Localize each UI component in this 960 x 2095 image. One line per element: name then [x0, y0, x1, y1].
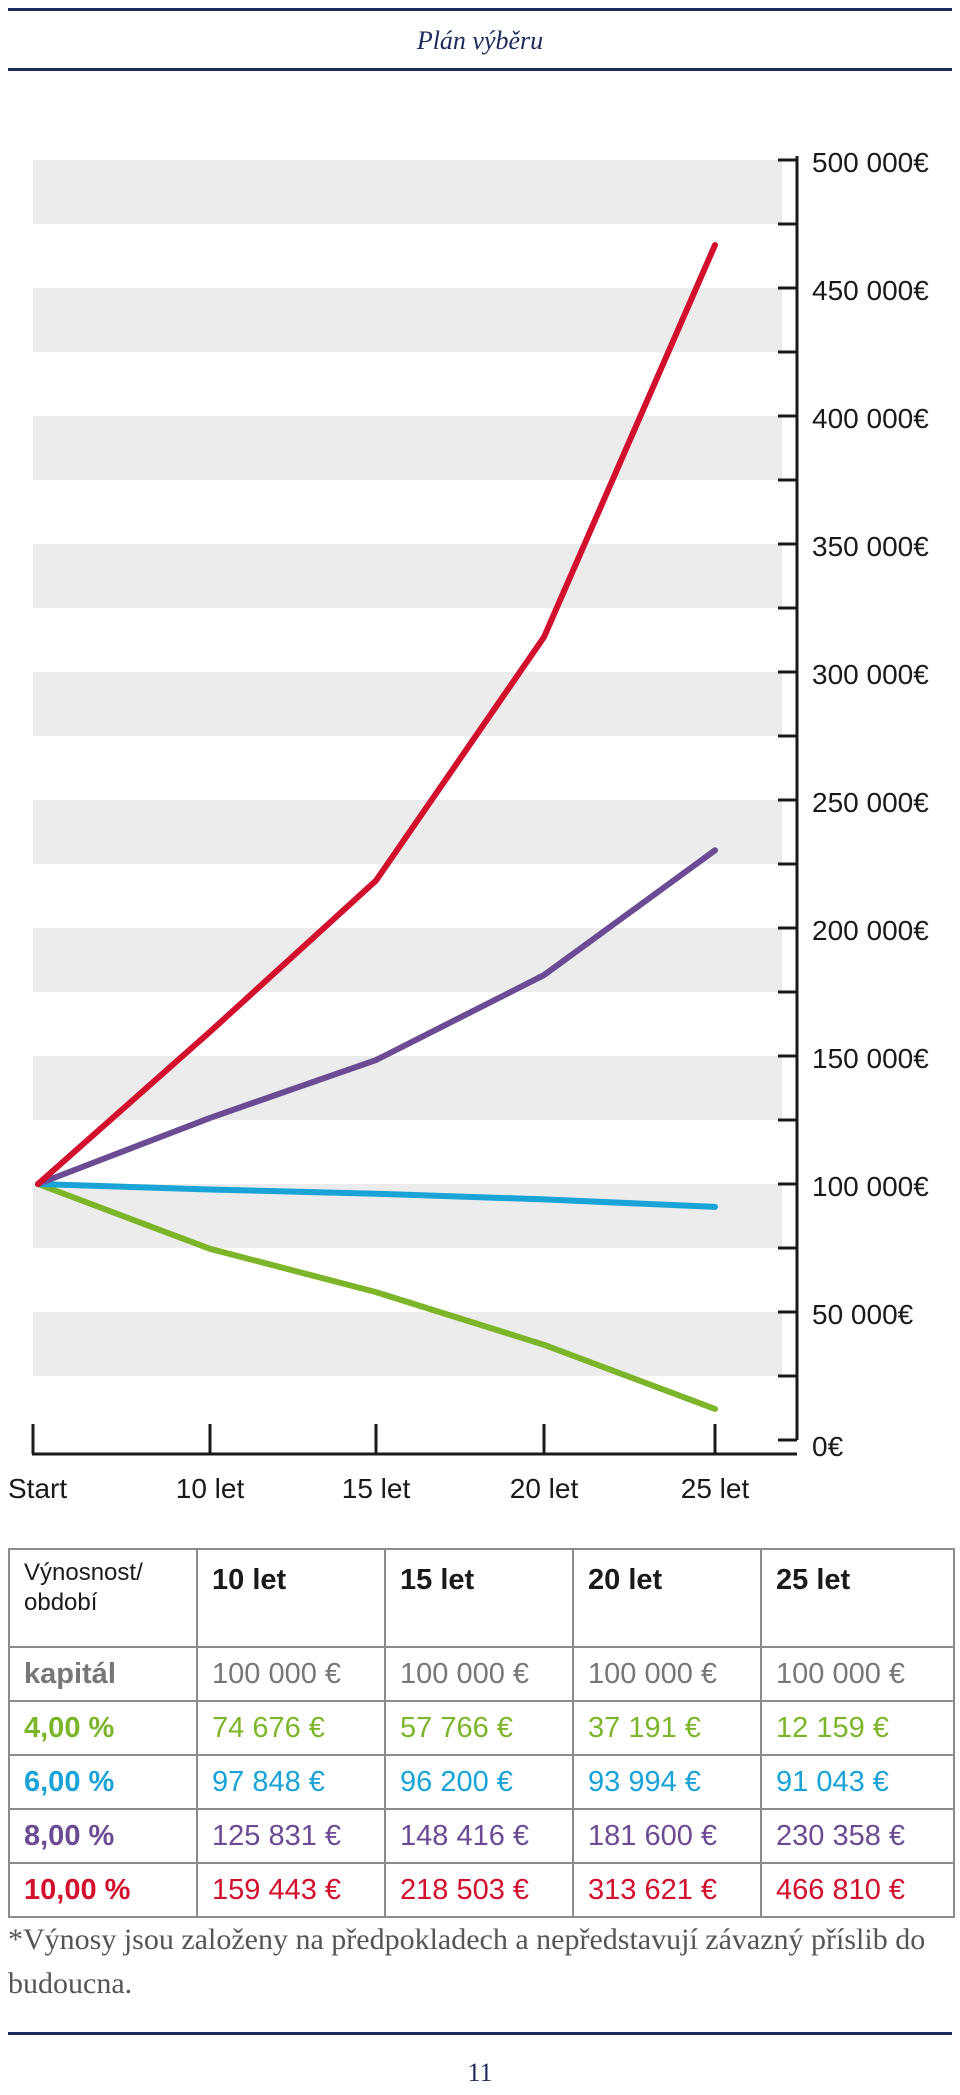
- y-tick-label: 0€: [812, 1431, 844, 1462]
- row-label: 10,00 %: [8, 1862, 198, 1918]
- y-tick-label: 300 000€: [812, 659, 929, 690]
- y-tick-label: 500 000€: [812, 147, 929, 178]
- x-tick-label: 25 let: [681, 1473, 750, 1504]
- y-tick-label: 100 000€: [812, 1171, 929, 1202]
- table-header-cell: 20 let: [572, 1548, 762, 1648]
- table-row: kapitál 100 000 € 100 000 € 100 000 € 10…: [8, 1646, 955, 1702]
- grid-band: [33, 288, 782, 352]
- table-header-cell: Výnosnost/ období: [8, 1548, 198, 1648]
- table-row: 6,00 % 97 848 € 96 200 € 93 994 € 91 043…: [8, 1754, 955, 1810]
- table-cell: 74 676 €: [196, 1700, 386, 1756]
- table-header-cell: 10 let: [196, 1548, 386, 1648]
- table-row: 4,00 % 74 676 € 57 766 € 37 191 € 12 159…: [8, 1700, 955, 1756]
- y-tick-label: 250 000€: [812, 787, 929, 818]
- grid-band: [33, 416, 782, 480]
- table-cell: 100 000 €: [572, 1646, 762, 1702]
- table-cell: 181 600 €: [572, 1808, 762, 1864]
- table-cell: 148 416 €: [384, 1808, 574, 1864]
- table-row: 10,00 % 159 443 € 218 503 € 313 621 € 46…: [8, 1862, 955, 1918]
- footer-rule: [8, 2032, 952, 2035]
- row-label: kapitál: [8, 1646, 198, 1702]
- y-tick-label: 450 000€: [812, 275, 929, 306]
- table-row: 8,00 % 125 831 € 148 416 € 181 600 € 230…: [8, 1808, 955, 1864]
- line-chart: 0€ 50 000€ 100 000€ 150 000€ 200 000€ 250 000…: [8, 147, 929, 1504]
- table-cell: 57 766 €: [384, 1700, 574, 1756]
- series-line: [35, 242, 718, 1187]
- grid-band: [33, 928, 782, 992]
- returns-table-wrap: Výnosnost/ období 10 let 15 let 20 let 2…: [8, 1548, 955, 1918]
- y-tick-label: 150 000€: [812, 1043, 929, 1074]
- chart-labels: 0€ 50 000€ 100 000€ 150 000€ 200 000€ 250 000…: [8, 147, 929, 1504]
- page-header: Plán výběru: [0, 0, 960, 72]
- table-cell: 96 200 €: [384, 1754, 574, 1810]
- row-label: 4,00 %: [8, 1700, 198, 1756]
- x-tick-label: 20 let: [510, 1473, 579, 1504]
- series-line: [35, 847, 718, 1187]
- table-cell: 125 831 €: [196, 1808, 386, 1864]
- table-cell: 91 043 €: [760, 1754, 955, 1810]
- y-tick-label: 200 000€: [812, 915, 929, 946]
- top-rule: [8, 8, 952, 11]
- table-header-cell: 25 let: [760, 1548, 955, 1648]
- chart-axes: [31, 156, 799, 1456]
- y-tick-label: 350 000€: [812, 531, 929, 562]
- chart-series: [35, 242, 718, 1412]
- page-title: Plán výběru: [416, 26, 544, 55]
- table-cell: 313 621 €: [572, 1862, 762, 1918]
- table-cell: 37 191 €: [572, 1700, 762, 1756]
- table-cell: 97 848 €: [196, 1754, 386, 1810]
- y-tick-label: 400 000€: [812, 403, 929, 434]
- grid-band: [33, 1312, 782, 1376]
- table-cell: 100 000 €: [196, 1646, 386, 1702]
- table-cell: 230 358 €: [760, 1808, 955, 1864]
- grid-band: [33, 672, 782, 736]
- returns-table: Výnosnost/ období 10 let 15 let 20 let 2…: [8, 1548, 955, 1918]
- row-label: 6,00 %: [8, 1754, 198, 1810]
- table-cell: 100 000 €: [384, 1646, 574, 1702]
- x-tick-label: Start: [8, 1473, 67, 1504]
- series-line: [35, 1181, 718, 1210]
- page-number: 11: [467, 2058, 493, 2087]
- table-header-cell: 15 let: [384, 1548, 574, 1648]
- grid-band: [33, 160, 782, 224]
- row-label: 8,00 %: [8, 1808, 198, 1864]
- table-cell: 12 159 €: [760, 1700, 955, 1756]
- table-cell: 218 503 €: [384, 1862, 574, 1918]
- table-cell: 159 443 €: [196, 1862, 386, 1918]
- table-cell: 466 810 €: [760, 1862, 955, 1918]
- series-line: [35, 1181, 718, 1412]
- footnote: *Výnosy jsou založeny na předpokladech a…: [8, 1923, 926, 2000]
- table-cell: 93 994 €: [572, 1754, 762, 1810]
- table-cell: 100 000 €: [760, 1646, 955, 1702]
- x-tick-label: 15 let: [342, 1473, 411, 1504]
- grid-band: [33, 1056, 782, 1120]
- grid-band: [33, 544, 782, 608]
- x-tick-label: 10 let: [176, 1473, 245, 1504]
- table-header-row: Výnosnost/ období 10 let 15 let 20 let 2…: [8, 1548, 955, 1648]
- header-rule: [8, 68, 952, 71]
- y-tick-label: 50 000€: [812, 1299, 914, 1330]
